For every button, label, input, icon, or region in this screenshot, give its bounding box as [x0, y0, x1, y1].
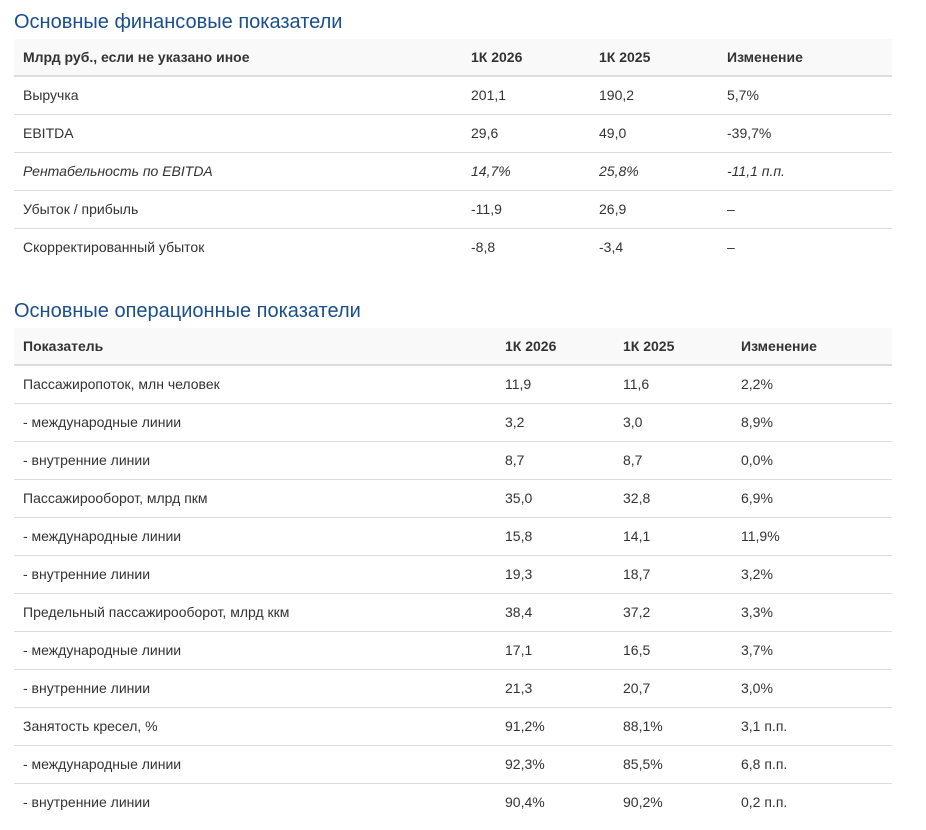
- table-row: Занятость кресел, % 91,2% 88,1% 3,1 п.п.: [14, 707, 892, 745]
- cell-current: 90,4%: [505, 794, 545, 811]
- header-period-current: 1К 2026: [505, 338, 557, 354]
- cell-previous: 25,8%: [599, 163, 639, 179]
- cell-change: -39,7%: [727, 125, 772, 141]
- table-header-row: Млрд руб., если не указано иное 1К 2026 …: [14, 39, 892, 76]
- cell-current: 21,3: [505, 680, 533, 696]
- row-label: - внутренние линии: [23, 680, 151, 696]
- cell-change: 3,1 п.п.: [741, 718, 788, 734]
- cell-previous: 37,2: [623, 604, 651, 620]
- table-row: Выручка 201,1 190,2 5,7%: [14, 76, 892, 114]
- cell-change: 8,9%: [741, 414, 773, 430]
- table-row: - международные линии 3,2 3,0 8,9%: [14, 403, 892, 441]
- table-row: Пассажирооборот, млрд пкм 35,0 32,8 6,9%: [14, 479, 892, 517]
- row-label: Скорректированный убыток: [23, 239, 205, 256]
- cell-current: 91,2%: [505, 718, 545, 734]
- cell-current: 92,3%: [505, 756, 545, 772]
- cell-previous: 85,5%: [623, 756, 663, 772]
- cell-current: 29,6: [471, 125, 499, 141]
- financial-section-title: Основные финансовые показатели: [14, 11, 343, 33]
- table-row: - внутренние линии 8,7 8,7 0,0%: [14, 441, 892, 479]
- cell-current: 19,3: [505, 566, 533, 582]
- cell-previous: -3,4: [599, 239, 624, 256]
- cell-previous: 20,7: [623, 680, 651, 696]
- cell-change: 0,0%: [741, 452, 773, 468]
- cell-current: 38,4: [505, 604, 533, 620]
- row-label: - международные линии: [23, 528, 182, 544]
- row-label: - международные линии: [23, 642, 182, 658]
- cell-previous: 32,8: [623, 490, 651, 506]
- table-row: Убыток / прибыль -11,9 26,9 –: [14, 190, 892, 228]
- header-change: Изменение: [741, 338, 817, 354]
- row-label: - внутренние линии: [23, 794, 151, 811]
- row-label: EBITDA: [23, 125, 74, 141]
- header-change: Изменение: [727, 49, 803, 65]
- table-header-row: Показатель 1К 2026 1К 2025 Изменение: [14, 328, 892, 365]
- header-period-previous: 1К 2025: [599, 49, 651, 65]
- row-label: - внутренние линии: [23, 566, 151, 582]
- header-indicator: Показатель: [23, 338, 104, 354]
- cell-change: 3,2%: [741, 566, 773, 582]
- cell-previous: 3,0: [623, 414, 643, 430]
- cell-change: –: [727, 239, 735, 256]
- table-row: Пассажиропоток, млн человек 11,9 11,6 2,…: [14, 365, 892, 403]
- table-row: - международные линии 92,3% 85,5% 6,8 п.…: [14, 745, 892, 783]
- cell-previous: 190,2: [599, 87, 635, 104]
- header-period-current: 1К 2026: [471, 49, 523, 65]
- cell-previous: 26,9: [599, 201, 627, 217]
- row-label: Пассажиропоток, млн человек: [23, 376, 220, 393]
- table-row: EBITDA 29,6 49,0 -39,7%: [14, 114, 892, 152]
- cell-current: 3,2: [505, 414, 525, 430]
- cell-change: –: [727, 201, 735, 217]
- cell-current: 14,7%: [471, 163, 511, 179]
- cell-change: 3,3%: [741, 604, 773, 620]
- table-row: - внутренние линии 19,3 18,7 3,2%: [14, 555, 892, 593]
- cell-previous: 8,7: [623, 452, 643, 468]
- row-label: Пассажирооборот, млрд пкм: [23, 490, 208, 506]
- cell-change: 5,7%: [727, 87, 759, 104]
- operational-table: Показатель 1К 2026 1К 2025 Изменение Пас…: [14, 328, 892, 821]
- financial-table: Млрд руб., если не указано иное 1К 2026 …: [14, 39, 892, 266]
- cell-previous: 16,5: [623, 642, 651, 658]
- cell-change: 11,9%: [741, 528, 780, 544]
- row-label: - внутренние линии: [23, 452, 151, 468]
- cell-current: 201,1: [471, 87, 507, 104]
- cell-change: 3,0%: [741, 680, 773, 696]
- cell-current: 35,0: [505, 490, 533, 506]
- cell-change: 2,2%: [741, 376, 773, 393]
- cell-change: 6,8 п.п.: [741, 756, 788, 772]
- row-label: Убыток / прибыль: [23, 201, 139, 217]
- table-row: - внутренние линии 21,3 20,7 3,0%: [14, 669, 892, 707]
- cell-current: 15,8: [505, 528, 533, 544]
- cell-change: 6,9%: [741, 490, 773, 506]
- cell-previous: 18,7: [623, 566, 651, 582]
- cell-change: 3,7%: [741, 642, 773, 658]
- cell-current: -8,8: [471, 239, 496, 256]
- operational-section-title: Основные операционные показатели: [14, 300, 361, 322]
- cell-change: -11,1 п.п.: [727, 163, 785, 179]
- cell-current: 8,7: [505, 452, 525, 468]
- table-row: - международные линии 15,8 14,1 11,9%: [14, 517, 892, 555]
- table-row: - внутренние линии 90,4% 90,2% 0,2 п.п.: [14, 783, 892, 821]
- cell-current: -11,9: [471, 201, 502, 217]
- row-label: Занятость кресел, %: [23, 718, 158, 734]
- header-period-previous: 1К 2025: [623, 338, 675, 354]
- row-label: Предельный пассажирооборот, млрд ккм: [23, 604, 290, 620]
- table-row: Рентабельность по EBITDA 14,7% 25,8% -11…: [14, 152, 892, 190]
- cell-previous: 90,2%: [623, 794, 663, 811]
- row-label: - международные линии: [23, 756, 182, 772]
- cell-previous: 88,1%: [623, 718, 663, 734]
- row-label: Рентабельность по EBITDA: [23, 163, 213, 179]
- cell-current: 11,9: [505, 376, 532, 393]
- row-label: Выручка: [23, 87, 79, 104]
- cell-change: 0,2 п.п.: [741, 794, 788, 811]
- table-row: - международные линии 17,1 16,5 3,7%: [14, 631, 892, 669]
- header-indicator: Млрд руб., если не указано иное: [23, 49, 250, 65]
- table-row: Скорректированный убыток -8,8 -3,4 –: [14, 228, 892, 266]
- cell-previous: 14,1: [623, 528, 651, 544]
- cell-previous: 11,6: [623, 376, 650, 393]
- cell-current: 17,1: [505, 642, 533, 658]
- row-label: - международные линии: [23, 414, 182, 430]
- table-row: Предельный пассажирооборот, млрд ккм 38,…: [14, 593, 892, 631]
- cell-previous: 49,0: [599, 125, 627, 141]
